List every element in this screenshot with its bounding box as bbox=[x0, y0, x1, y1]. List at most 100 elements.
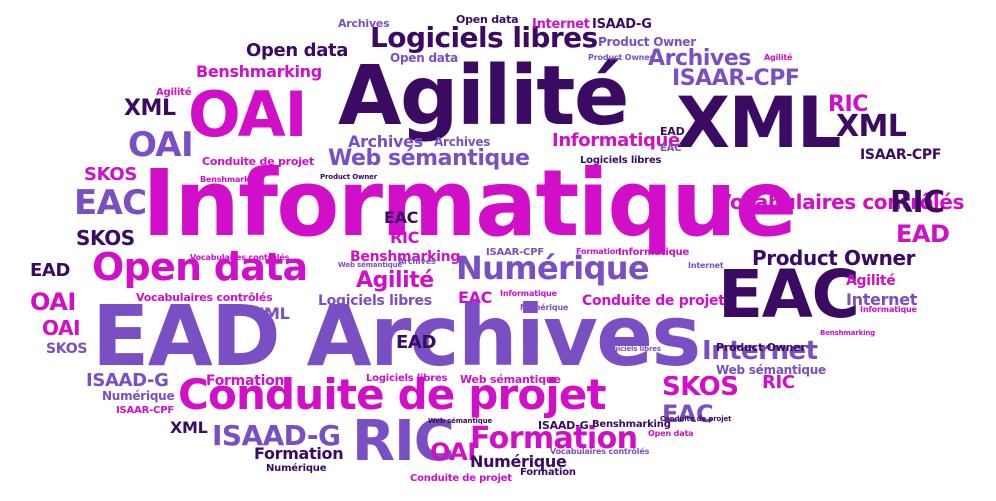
word-ric-4: RIC bbox=[390, 228, 420, 247]
word-isaad-g-4: ISAAD-G bbox=[538, 419, 589, 432]
word-vocabulaires-2: Vocabulaires contrôlés bbox=[136, 291, 273, 304]
word-web-semantique: Web sémantique bbox=[328, 146, 530, 171]
word-isaad-g-2: ISAAD-G bbox=[86, 370, 169, 391]
word-logiciels-libres: Logiciels libres bbox=[370, 21, 598, 54]
word-agilite-4: Agilité bbox=[764, 53, 793, 62]
word-isaar-cpf-3: ISAAR-CPF bbox=[486, 247, 544, 258]
word-logiciels-libres-5: Logiciels libres bbox=[366, 373, 448, 384]
word-logiciels-libres-3: Logiciels libres bbox=[580, 155, 662, 166]
word-web-semantique-4: Web sémantique bbox=[460, 373, 561, 386]
word-agilite: Agilité bbox=[338, 49, 629, 144]
word-oai-2: OAI bbox=[128, 125, 194, 165]
word-eac-6: EAC bbox=[660, 143, 682, 154]
word-ead-archives: EAD Archives bbox=[92, 287, 701, 385]
word-oai-4: OAI bbox=[42, 316, 81, 340]
word-skos-4: SKOS bbox=[46, 341, 88, 357]
word-product-owner-5: Product Owner bbox=[716, 341, 806, 354]
word-ead-5: EAD bbox=[660, 125, 685, 138]
word-informatique-2: Informatique bbox=[552, 130, 680, 151]
word-archives-4: Archives bbox=[338, 17, 390, 30]
word-informatique-3: Informatique bbox=[618, 247, 690, 258]
word-xml-5: XML bbox=[170, 418, 208, 437]
word-formation-3: Formation bbox=[254, 444, 344, 463]
word-conduite-2: Conduite de projet bbox=[582, 293, 725, 309]
word-formation-5: Formation bbox=[520, 467, 576, 478]
word-xml: XML bbox=[676, 82, 841, 164]
word-conduite-3: Conduite de projet bbox=[202, 155, 315, 168]
word-numerique-2: Numérique bbox=[470, 452, 567, 471]
word-open-data-2: Open data bbox=[246, 40, 349, 61]
word-product-owner-3: Product Owner bbox=[588, 53, 654, 62]
word-informatique: Informatique bbox=[142, 150, 797, 257]
word-oai-3: OAI bbox=[30, 288, 76, 316]
word-benshmarking-3: Benshmarking bbox=[200, 175, 263, 184]
word-eac: EAC bbox=[718, 256, 860, 333]
word-skos-3: SKOS bbox=[76, 226, 135, 250]
word-xml-2: XML bbox=[124, 96, 176, 121]
word-archives-2: Archives bbox=[648, 46, 751, 71]
word-logiciels-libres-4: Logiciels libres bbox=[604, 345, 661, 353]
word-internet-2: Internet bbox=[846, 290, 918, 309]
word-internet-3: Internet bbox=[532, 17, 590, 32]
word-informatique-5: Informatique bbox=[860, 305, 917, 314]
word-benshmarking-5: Benshmarking bbox=[592, 419, 671, 430]
word-ead-2: EAD bbox=[30, 260, 71, 281]
word-skos-2: SKOS bbox=[84, 164, 137, 185]
word-eac-3: EAC bbox=[458, 288, 493, 307]
word-conduite-4: Conduite de projet bbox=[660, 415, 732, 423]
word-numerique-3: Numérique bbox=[520, 303, 569, 312]
word-product-owner: Product Owner bbox=[752, 246, 916, 270]
word-ric-5: RIC bbox=[762, 372, 795, 393]
word-open-data-4: Open data bbox=[390, 51, 459, 65]
word-numerique-4: Numérique bbox=[102, 389, 175, 403]
word-open-data-3: Open data bbox=[456, 13, 519, 26]
word-internet-4: Internet bbox=[688, 261, 724, 270]
word-xml-4: XML bbox=[252, 304, 290, 323]
word-internet: Internet bbox=[702, 336, 818, 366]
word-web-semantique-3: Web sémantique bbox=[716, 363, 826, 377]
word-benshmarking-4: Benshmarking bbox=[820, 329, 876, 337]
word-ead-3: EAD bbox=[896, 220, 950, 248]
word-eac-2: EAC bbox=[74, 183, 147, 223]
word-ead-4: EAD bbox=[396, 332, 437, 353]
word-informatique-4: Informatique bbox=[500, 289, 557, 298]
word-archives-5: Archives bbox=[434, 135, 491, 149]
word-formation-2: Formation bbox=[206, 373, 285, 389]
word-agilite-5: Agilité bbox=[156, 87, 192, 98]
word-archives-6: Archives bbox=[398, 257, 436, 266]
word-formation: Formation bbox=[470, 421, 638, 456]
word-open-data: Open data bbox=[92, 245, 308, 289]
word-agilite-2: Agilité bbox=[356, 268, 434, 293]
word-benshmarking-2: Benshmarking bbox=[350, 249, 461, 265]
word-vocabulaires: Vocabulaires contrôlés bbox=[716, 190, 965, 214]
word-vocabulaires-3: Vocabulaires contrôlés bbox=[190, 253, 290, 262]
word-formation-4: Formation bbox=[576, 247, 621, 256]
word-xml-3: XML bbox=[836, 109, 907, 144]
word-ric-3: RIC bbox=[828, 92, 868, 117]
word-conduite: Conduite de projet bbox=[178, 370, 607, 419]
word-benshmarking: Benshmarking bbox=[196, 62, 322, 81]
word-eac-5: EAC bbox=[662, 400, 714, 428]
word-eac-4: EAC bbox=[384, 208, 419, 227]
word-isaad-g: ISAAD-G bbox=[212, 419, 341, 452]
word-oai-5: OAI bbox=[430, 438, 476, 466]
word-isaar-cpf: ISAAR-CPF bbox=[672, 66, 800, 91]
word-numerique: Numérique bbox=[456, 249, 650, 287]
word-conduite-5: Conduite de projet bbox=[410, 473, 512, 484]
word-numerique-5: Numérique bbox=[266, 463, 327, 474]
word-product-owner-4: Product Owner bbox=[320, 173, 378, 181]
word-isaad-g-3: ISAAD-G bbox=[592, 17, 652, 32]
word-oai: OAI bbox=[188, 78, 308, 151]
word-web-semantique-2: Web sémantique bbox=[338, 261, 403, 269]
word-isaar-cpf-4: ISAAR-CPF bbox=[116, 405, 174, 416]
word-open-data-5: Open data bbox=[648, 429, 694, 438]
word-vocabulaires-4: Vocabulaires contrôlés bbox=[550, 447, 650, 456]
word-skos: SKOS bbox=[662, 372, 739, 402]
word-web-semantique-5: Web sémantique bbox=[428, 417, 493, 425]
word-isaar-cpf-2: ISAAR-CPF bbox=[860, 147, 942, 163]
word-logiciels-libres-2: Logiciels libres bbox=[318, 293, 432, 309]
word-archives-3: Archives bbox=[348, 132, 423, 151]
word-agilite-3: Agilité bbox=[846, 273, 896, 289]
word-product-owner-2: Product Owner bbox=[598, 35, 696, 49]
